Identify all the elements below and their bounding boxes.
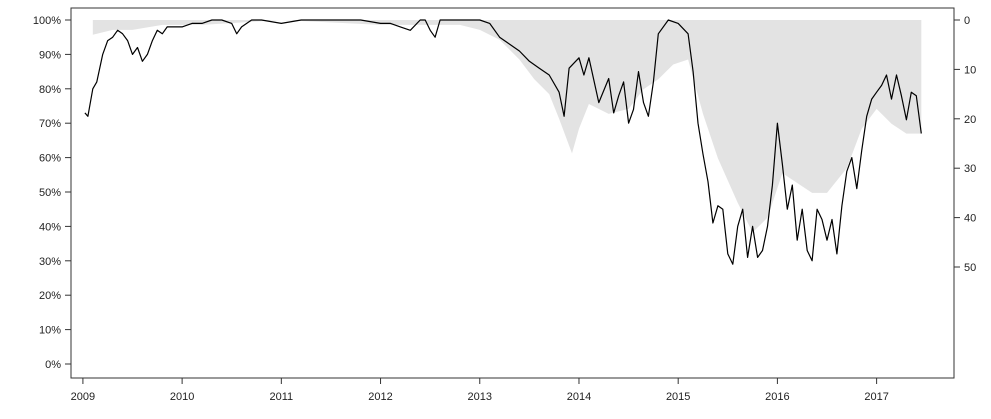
y2-tick-label: 0	[964, 15, 970, 27]
x-tick-label: 2009	[71, 391, 95, 403]
y-tick-label: 10%	[39, 325, 61, 337]
y2-tick-label: 10	[964, 64, 976, 76]
y-tick-label: 70%	[39, 118, 61, 130]
x-tick-label: 2010	[170, 391, 194, 403]
x-tick-label: 2011	[270, 391, 294, 403]
area-series-layer	[92, 20, 922, 233]
plot-frame	[70, 7, 955, 379]
y-tick-label: 60%	[39, 153, 61, 165]
y-tick-label: 0%	[45, 359, 61, 371]
x-tick-label: 2015	[666, 391, 690, 403]
y2-tick-label: 50	[964, 262, 976, 274]
y2-tick-label: 30	[964, 163, 976, 175]
y-tick-label: 100%	[33, 15, 61, 27]
x-tick-label: 2012	[368, 391, 392, 403]
line-series-layer	[84, 19, 922, 265]
x-tick-label: 2014	[567, 391, 591, 403]
line-series	[84, 19, 922, 265]
y-tick-label: 30%	[39, 256, 61, 268]
y-tick-label: 90%	[39, 49, 61, 61]
y2-tick-label: 20	[964, 114, 976, 126]
x-tick-label: 2017	[864, 391, 888, 403]
x-tick-label: 2013	[468, 391, 492, 403]
y-tick-label: 80%	[39, 84, 61, 96]
y-tick-label: 20%	[39, 290, 61, 302]
x-tick-label: 2016	[765, 391, 789, 403]
y2-tick-label: 40	[964, 213, 976, 225]
y-tick-label: 40%	[39, 221, 61, 233]
area-series	[92, 20, 922, 233]
y-tick-label: 50%	[39, 187, 61, 199]
axes-layer: 0% 10% 20% 30% 40% 50% 60% 70% 80% 90% 100% 0 10 20 30…	[33, 7, 976, 403]
